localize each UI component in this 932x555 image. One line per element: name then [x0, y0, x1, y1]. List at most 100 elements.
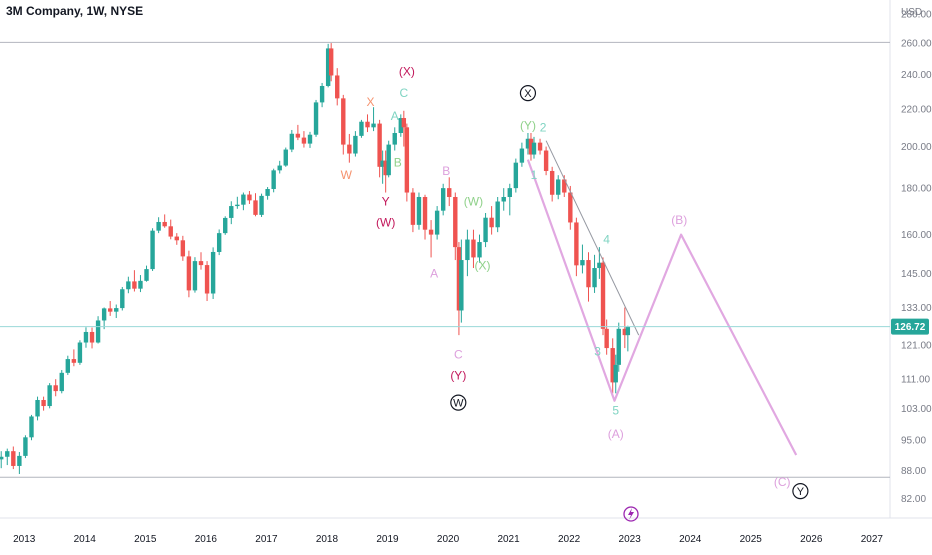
candle-body	[471, 239, 476, 258]
time-tick-label: 2019	[376, 534, 399, 545]
wave-label[interactable]: (X)	[475, 258, 491, 272]
candle	[592, 254, 597, 293]
lightning-icon[interactable]	[623, 506, 639, 522]
candle	[622, 307, 628, 349]
circled-wave-label[interactable]: X	[519, 85, 537, 102]
wave-label[interactable]: B	[442, 164, 450, 178]
candle	[477, 234, 482, 263]
wave-label[interactable]: 3	[594, 344, 601, 358]
time-axis[interactable]: 2013 2014 2015 2016 2017 2018 2019 2020 2021 2022…	[0, 517, 932, 545]
wave-label[interactable]: A	[391, 109, 399, 123]
price-tick-label: 133.00	[901, 303, 932, 314]
candle-body	[341, 98, 346, 145]
wave-label[interactable]: (B)	[671, 213, 687, 227]
candle	[150, 228, 155, 271]
candle	[216, 229, 222, 256]
wave-label[interactable]: (W)	[376, 215, 395, 229]
candle	[625, 325, 631, 352]
candle	[377, 119, 382, 178]
wave-label[interactable]: (A)	[608, 427, 624, 441]
wave-label[interactable]: (Y)	[450, 368, 466, 382]
candle	[528, 132, 534, 161]
candle	[610, 338, 615, 394]
wave-label[interactable]: (X)	[399, 64, 415, 78]
candles	[0, 43, 631, 475]
trend-line[interactable]	[545, 140, 640, 336]
time-tick-label: 2017	[255, 534, 278, 545]
candle	[289, 129, 295, 153]
wave-label[interactable]: (Y)	[520, 118, 536, 132]
candle	[483, 213, 488, 248]
candle-body	[168, 226, 173, 237]
candle-body	[625, 326, 631, 336]
wave-label[interactable]: 5	[612, 403, 619, 417]
wave-label[interactable]: B	[394, 156, 402, 170]
candle-body	[180, 240, 186, 257]
candle	[204, 261, 210, 302]
candle-body	[347, 144, 352, 154]
candle-body	[574, 222, 579, 266]
candle-body	[410, 192, 416, 225]
wave-label[interactable]: Y	[382, 195, 390, 209]
candle-body	[495, 201, 500, 228]
candle-body	[11, 451, 16, 466]
wave-label[interactable]: C	[399, 86, 408, 100]
wave-label[interactable]: X	[367, 95, 375, 109]
candle-body	[150, 230, 155, 270]
wave-lines	[526, 140, 798, 456]
candle	[101, 307, 107, 330]
candle	[59, 370, 64, 394]
time-tick-label: 2027	[861, 534, 884, 545]
price-tick-label: 82.00	[901, 494, 926, 505]
wave-label[interactable]: 4	[603, 233, 610, 247]
circled-wave-label[interactable]: W	[450, 394, 467, 411]
candle	[513, 158, 519, 193]
candle	[144, 265, 149, 282]
circled-label-text: X	[524, 88, 532, 100]
candle-body	[107, 308, 113, 312]
candle	[600, 257, 606, 336]
circled-label-text: W	[453, 398, 464, 410]
candle	[114, 304, 119, 319]
candle-body	[383, 160, 388, 176]
candle	[35, 396, 40, 421]
wave-label[interactable]: A	[430, 266, 438, 280]
candle	[301, 131, 307, 148]
wave-label[interactable]: (C)	[774, 475, 791, 489]
candle-body	[235, 204, 240, 207]
wave-label[interactable]: C	[454, 348, 463, 362]
price-tick-label: 240.00	[901, 70, 932, 81]
candle	[359, 119, 364, 138]
candle-body	[434, 210, 440, 235]
candle	[416, 192, 422, 230]
candle-body	[83, 331, 89, 343]
candle-body	[477, 242, 482, 258]
candle	[537, 138, 543, 155]
candle	[410, 188, 416, 233]
candle-body	[301, 137, 307, 144]
candle-body	[132, 281, 137, 289]
candle	[229, 201, 234, 225]
candle-body	[586, 260, 591, 288]
price-axis[interactable]: USD 280.00 260.00 240.00 220.00 200.00 180.00…	[889, 0, 932, 518]
time-tick-label: 2018	[316, 534, 339, 545]
candle-body	[404, 127, 410, 193]
wave-label[interactable]: (W)	[464, 195, 483, 209]
impulse-wave-line[interactable]	[526, 159, 798, 456]
candle	[568, 185, 573, 230]
candle	[95, 316, 101, 344]
candle	[353, 131, 358, 157]
candle	[29, 414, 34, 441]
wave-label[interactable]: 2	[540, 120, 547, 134]
candle	[210, 247, 216, 299]
candle	[386, 140, 391, 178]
circled-wave-label[interactable]: Y	[792, 483, 809, 500]
wave-label[interactable]: W	[341, 168, 353, 182]
candle-body	[465, 239, 470, 261]
candle-body	[0, 456, 4, 460]
candle	[192, 257, 198, 293]
candle-body	[283, 149, 288, 166]
wave-label[interactable]: 1	[531, 168, 538, 182]
time-tick-label: 2025	[740, 534, 763, 545]
